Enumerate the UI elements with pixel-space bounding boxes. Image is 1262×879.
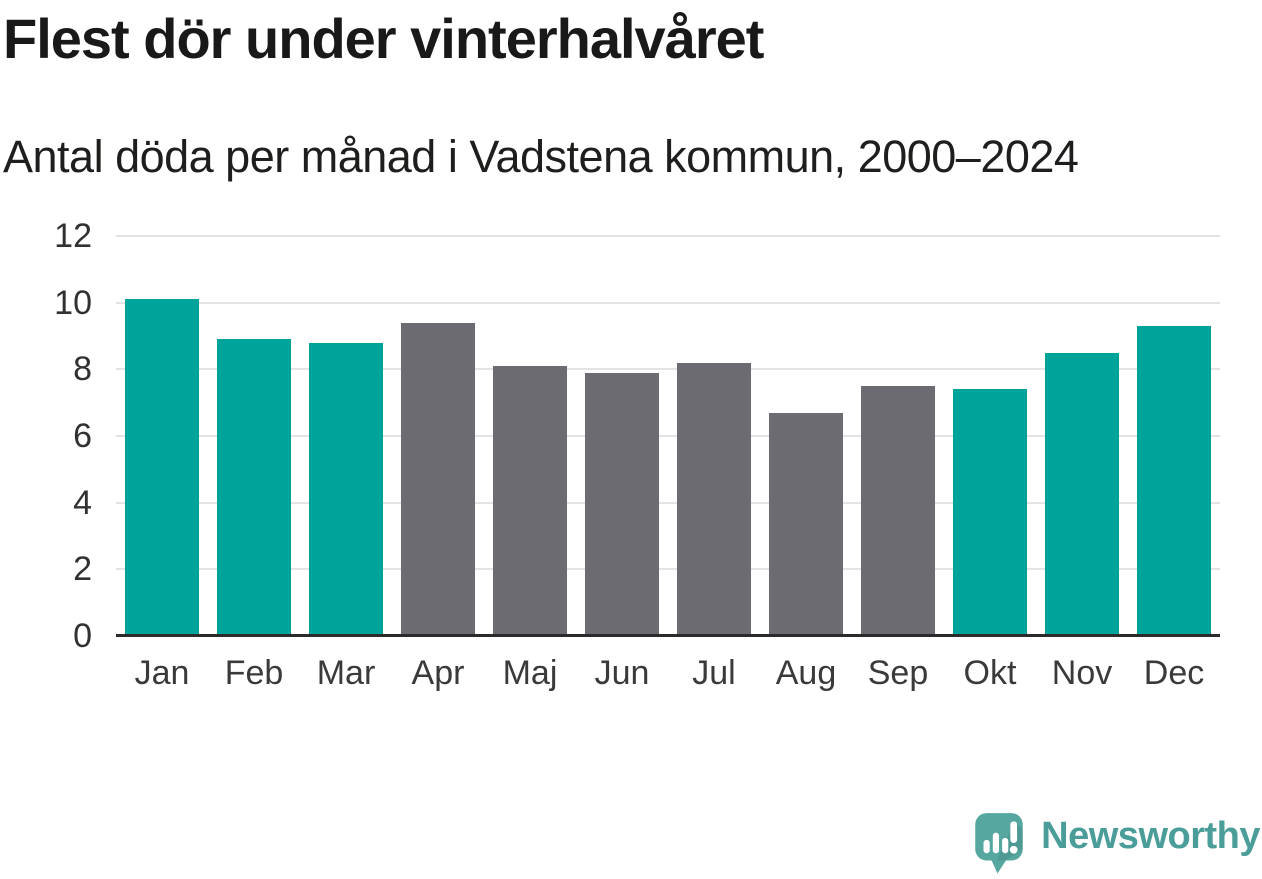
x-axis-tick-label-mar: Mar xyxy=(316,654,376,692)
x-axis-tick-label-maj: Maj xyxy=(502,654,558,692)
bar-jun xyxy=(585,372,659,636)
x-axis-tick-label-okt: Okt xyxy=(963,654,1017,692)
y-axis-tick-label-12: 12 xyxy=(54,217,92,255)
bar-jan xyxy=(125,299,199,636)
bar-maj xyxy=(493,366,567,636)
bar-okt xyxy=(953,389,1027,636)
y-axis-tick-label-2: 2 xyxy=(73,550,92,589)
newsworthy-logo-icon xyxy=(975,813,1023,874)
y-axis-tick-label-10: 10 xyxy=(54,283,92,322)
bar-nov xyxy=(1045,352,1119,636)
gridline-y-8 xyxy=(116,368,1220,371)
x-axis-tick-label-sep: Sep xyxy=(867,654,929,692)
x-axis-tick-label-aug: Aug xyxy=(775,654,837,692)
gridline-y-2 xyxy=(116,568,1220,571)
x-axis-tick-label-jan: Jan xyxy=(134,654,190,692)
gridline-y-10 xyxy=(116,301,1220,304)
y-axis-tick-label-0: 0 xyxy=(73,617,92,655)
bar-apr xyxy=(401,322,475,636)
bar-sep xyxy=(861,386,935,636)
bar-feb xyxy=(217,339,291,636)
x-axis-tick-label-jul: Jul xyxy=(692,654,736,692)
bar-mar xyxy=(309,342,383,636)
gridline-y-4 xyxy=(116,501,1220,504)
bar-jul xyxy=(677,362,751,636)
chart-title: Flest dör under vinterhalvåret xyxy=(3,7,764,70)
gridline-y-12 xyxy=(116,235,1220,237)
x-axis-tick-label-nov: Nov xyxy=(1051,654,1113,692)
y-axis-tick-label-6: 6 xyxy=(73,417,92,455)
x-axis-tick-label-dec: Dec xyxy=(1143,654,1205,692)
chart-subtitle: Antal döda per månad i Vadstena kommun, … xyxy=(3,131,1079,182)
bar-aug xyxy=(769,412,843,636)
plot-area xyxy=(116,235,1220,637)
y-axis-tick-label-4: 4 xyxy=(73,483,92,522)
brand-name: Newsworthy xyxy=(1041,815,1260,857)
gridline-y-6 xyxy=(116,435,1220,437)
y-axis-tick-label-8: 8 xyxy=(73,350,92,389)
x-axis-tick-label-apr: Apr xyxy=(411,654,465,692)
x-axis-tick-label-jun: Jun xyxy=(594,654,650,692)
bar-dec xyxy=(1137,326,1211,636)
x-axis-tick-label-feb: Feb xyxy=(224,654,284,692)
brand-logo: Newsworthy xyxy=(973,811,1260,875)
x-axis-line xyxy=(116,634,1220,637)
